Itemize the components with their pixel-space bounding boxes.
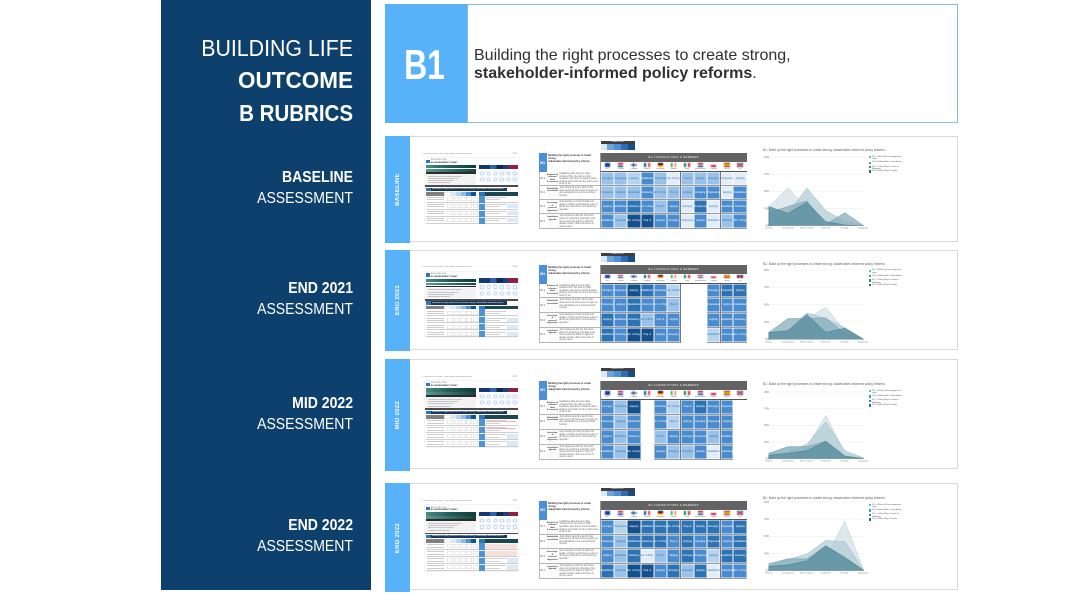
svg-text:Founder: Founder: [841, 227, 849, 230]
svg-text:50%: 50%: [764, 190, 770, 193]
svg-text:75%: 75%: [764, 407, 770, 410]
svg-text:Someone: Someone: [821, 228, 831, 230]
svg-text:Founder: Founder: [841, 341, 849, 344]
svg-text:Someone: Someone: [821, 573, 831, 575]
svg-text:0%: 0%: [765, 570, 769, 573]
svg-text:0%: 0%: [765, 457, 769, 460]
svg-text:New Contacts: New Contacts: [800, 227, 815, 230]
svg-text:75%: 75%: [764, 287, 770, 290]
svg-text:25%: 25%: [764, 208, 770, 211]
svg-text:25%: 25%: [764, 552, 770, 555]
svg-text:Someone: Someone: [821, 460, 831, 462]
svg-text:New Contacts: New Contacts: [800, 459, 815, 462]
svg-text:100%: 100%: [764, 269, 770, 272]
svg-text:0%: 0%: [765, 225, 769, 228]
svg-text:Novice: Novice: [765, 460, 772, 462]
svg-text:Novice: Novice: [765, 573, 772, 575]
svg-text:New Contacts: New Contacts: [800, 341, 815, 344]
svg-text:Founder: Founder: [841, 459, 849, 462]
svg-text:75%: 75%: [764, 518, 770, 521]
svg-text:Journeyman: Journeyman: [782, 459, 795, 462]
svg-text:100%: 100%: [764, 156, 770, 159]
svg-text:Journeyman: Journeyman: [782, 341, 795, 344]
svg-text:75%: 75%: [764, 173, 770, 176]
svg-text:Journeyman: Journeyman: [782, 572, 795, 575]
svg-text:0%: 0%: [765, 339, 769, 342]
svg-text:50%: 50%: [764, 424, 770, 427]
svg-text:Novice: Novice: [765, 342, 772, 344]
svg-text:50%: 50%: [764, 535, 770, 538]
svg-text:100%: 100%: [764, 391, 770, 394]
svg-text:Vanguardist: Vanguardist: [858, 227, 868, 230]
svg-text:New Contacts: New Contacts: [800, 572, 815, 575]
svg-text:Someone: Someone: [821, 342, 831, 344]
svg-text:50%: 50%: [764, 304, 770, 307]
svg-text:Journeyman: Journeyman: [782, 227, 795, 230]
svg-text:Vanguardist: Vanguardist: [858, 459, 868, 462]
svg-text:Founder: Founder: [841, 572, 849, 575]
svg-text:25%: 25%: [764, 321, 770, 324]
svg-text:25%: 25%: [764, 441, 770, 444]
svg-text:100%: 100%: [764, 501, 770, 504]
svg-text:Novice: Novice: [765, 228, 772, 230]
svg-text:Vanguardist: Vanguardist: [858, 341, 868, 344]
svg-text:Vanguardist: Vanguardist: [858, 572, 868, 575]
